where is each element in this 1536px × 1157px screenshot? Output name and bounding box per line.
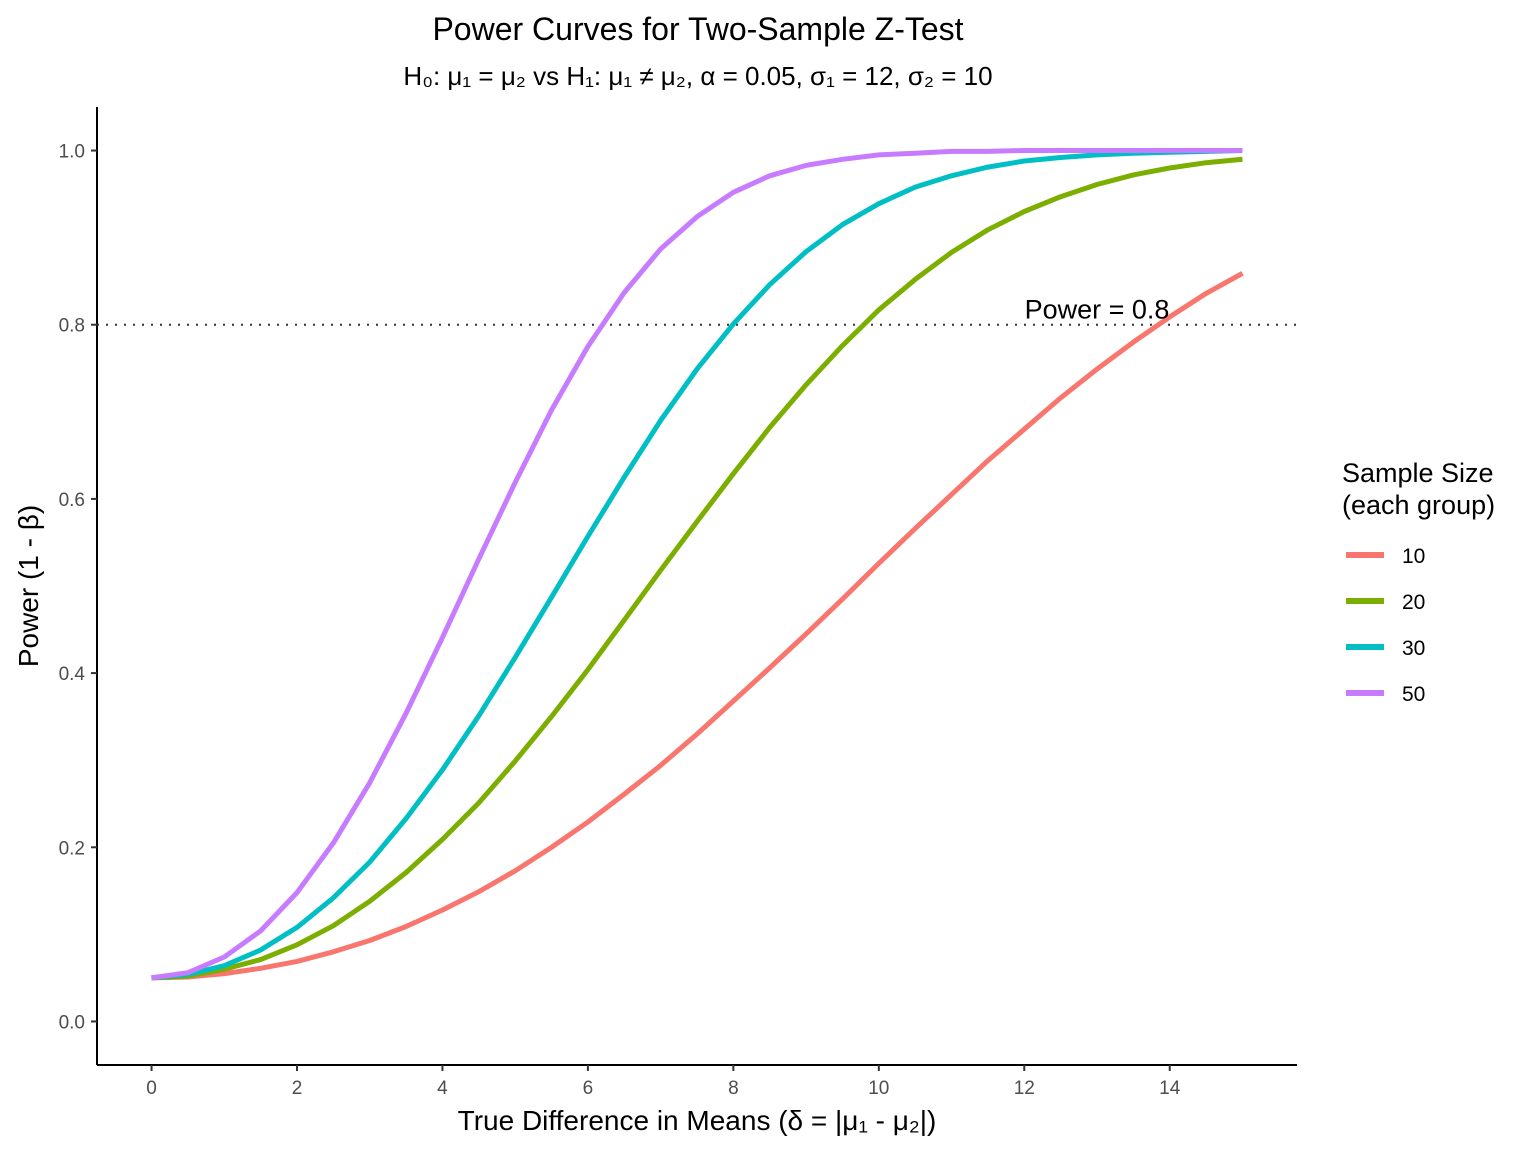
x-tick-label: 6 (583, 1078, 594, 1099)
x-tick-label: 8 (728, 1078, 739, 1099)
x-tick-label: 2 (292, 1078, 303, 1099)
chart-subtitle: H₀: μ₁ = μ₂ vs H₁: μ₁ ≠ μ₂, α = 0.05, σ₁… (403, 61, 992, 91)
x-axis-title: True Difference in Means (δ = |μ₁ - μ₂|) (458, 1105, 937, 1136)
reference-line-label: Power = 0.8 (1025, 295, 1170, 325)
y-tick-label: 0.0 (59, 1012, 85, 1033)
legend-title-line2: (each group) (1342, 490, 1495, 520)
chart-title: Power Curves for Two-Sample Z-Test (432, 11, 963, 47)
x-tick-label: 10 (868, 1078, 889, 1099)
x-tick-label: 4 (437, 1078, 448, 1099)
y-tick-label: 1.0 (59, 142, 85, 163)
legend-label-n20: 20 (1402, 591, 1425, 614)
y-tick-label: 0.8 (59, 316, 85, 337)
y-tick-label: 0.4 (59, 664, 86, 685)
plot-area: 0.0 0.2 0.4 0.6 0.8 1.0 0 2 4 6 8 10 12 14 Power = 0.8 (59, 107, 1297, 1099)
series-line-n10 (151, 271, 1244, 981)
series-line-n20 (151, 156, 1243, 981)
series-line-n30 (151, 148, 1243, 981)
legend-title-line1: Sample Size (1342, 458, 1494, 488)
x-tick-label: 12 (1014, 1078, 1035, 1099)
legend-label-n30: 30 (1402, 637, 1425, 660)
y-tick-label: 0.6 (59, 490, 85, 511)
legend: Sample Size (each group) 10 20 30 50 (1342, 458, 1495, 706)
x-tick-label: 14 (1159, 1078, 1181, 1099)
legend-label-n50: 50 (1402, 683, 1425, 706)
legend-label-n10: 10 (1402, 545, 1425, 568)
x-tick-label: 0 (146, 1078, 157, 1099)
series-line-n50 (151, 148, 1243, 981)
y-axis-title: Power (1 - β) (13, 505, 44, 667)
y-tick-label: 0.2 (59, 838, 85, 859)
